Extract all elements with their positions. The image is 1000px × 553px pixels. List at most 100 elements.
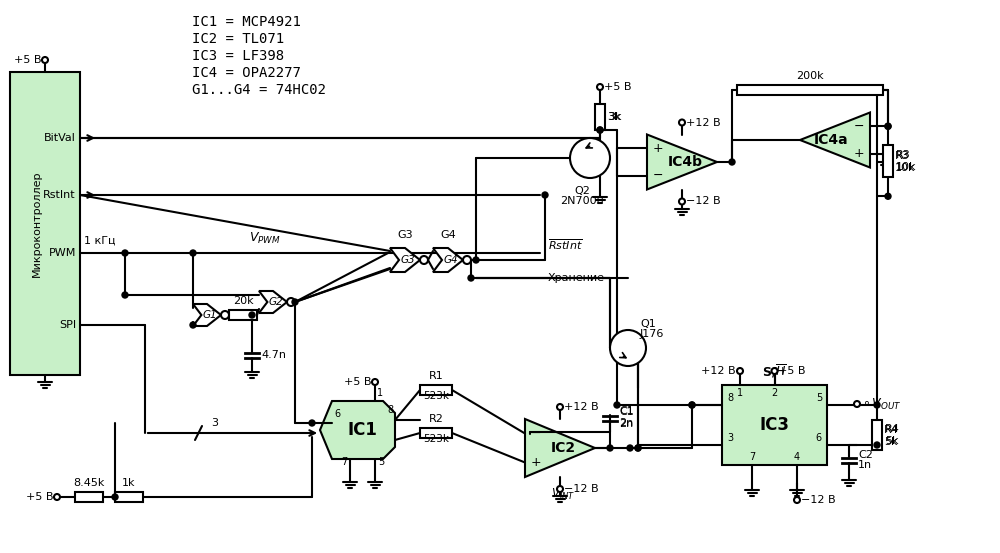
- Text: $\circ\,V_{OUT}$: $\circ\,V_{OUT}$: [862, 397, 902, 411]
- Text: $V_{INT}$: $V_{INT}$: [551, 487, 576, 502]
- Text: +12 В: +12 В: [686, 117, 721, 128]
- Circle shape: [627, 445, 633, 451]
- Text: +: +: [853, 147, 864, 160]
- Bar: [229, 310, 257, 320]
- Circle shape: [309, 420, 315, 426]
- Circle shape: [874, 442, 880, 448]
- Polygon shape: [525, 419, 595, 477]
- Circle shape: [597, 84, 603, 90]
- Text: +: +: [653, 142, 664, 155]
- Text: J176: J176: [640, 329, 664, 339]
- Text: IC2 = TL071: IC2 = TL071: [192, 32, 284, 46]
- Text: Микроконтроллер: Микроконтроллер: [32, 170, 42, 276]
- Text: RstInt: RstInt: [43, 190, 76, 200]
- Bar: [115, 492, 143, 502]
- Circle shape: [372, 379, 378, 385]
- Text: 8.45k: 8.45k: [73, 478, 105, 488]
- Text: +5 В: +5 В: [604, 82, 632, 92]
- Text: R3: R3: [895, 152, 910, 161]
- Text: 2N7000: 2N7000: [560, 196, 604, 206]
- Text: C1: C1: [619, 406, 634, 416]
- Text: IC4b: IC4b: [668, 155, 703, 169]
- Text: IC2: IC2: [551, 441, 576, 455]
- Text: −12 В: −12 В: [564, 484, 599, 494]
- Text: 5: 5: [378, 457, 384, 467]
- Text: R3
10k: R3 10k: [896, 150, 916, 172]
- Text: 4.7n: 4.7n: [261, 350, 286, 360]
- Text: 4: 4: [794, 452, 800, 462]
- Text: G3: G3: [397, 230, 413, 240]
- Text: 3: 3: [212, 418, 218, 428]
- Bar: [420, 428, 452, 438]
- Text: 7: 7: [749, 452, 755, 462]
- Text: 3: 3: [727, 433, 733, 443]
- Circle shape: [635, 445, 641, 451]
- Text: Хранение: Хранение: [548, 273, 605, 283]
- Circle shape: [557, 486, 563, 492]
- Circle shape: [610, 330, 646, 366]
- Circle shape: [772, 368, 778, 374]
- Text: −: −: [531, 427, 542, 440]
- Circle shape: [614, 402, 620, 408]
- Text: 20k: 20k: [233, 296, 253, 306]
- Circle shape: [249, 312, 255, 318]
- Circle shape: [689, 402, 695, 408]
- Text: +: +: [531, 456, 542, 469]
- Circle shape: [679, 119, 685, 126]
- Text: IC3: IC3: [760, 416, 790, 434]
- Circle shape: [420, 256, 428, 264]
- Text: 10k: 10k: [895, 163, 916, 173]
- Text: 3k: 3k: [607, 112, 620, 122]
- Text: IC4 = OPA2277: IC4 = OPA2277: [192, 66, 301, 80]
- Polygon shape: [647, 134, 717, 190]
- Polygon shape: [800, 112, 870, 168]
- Polygon shape: [390, 248, 420, 272]
- Text: IC4a: IC4a: [814, 133, 849, 147]
- Text: 2n: 2n: [619, 418, 633, 428]
- Text: C2: C2: [858, 450, 873, 460]
- Circle shape: [885, 193, 891, 199]
- Circle shape: [794, 497, 800, 503]
- Bar: [595, 104, 605, 130]
- Circle shape: [885, 123, 891, 129]
- Text: 7: 7: [341, 457, 347, 467]
- Text: SPI: SPI: [59, 320, 76, 330]
- Text: 8: 8: [727, 393, 733, 403]
- Text: IC1 = MCP4921: IC1 = MCP4921: [192, 15, 301, 29]
- Text: 5k: 5k: [884, 437, 898, 447]
- Text: G4: G4: [444, 255, 458, 265]
- Text: Q2: Q2: [574, 186, 590, 196]
- Text: −: −: [653, 169, 664, 182]
- Text: +5 В: +5 В: [26, 492, 53, 502]
- Text: $V_{PWM}$: $V_{PWM}$: [249, 231, 281, 246]
- Text: +5 В: +5 В: [344, 377, 371, 387]
- Text: $\overline{RstInt}$: $\overline{RstInt}$: [548, 237, 583, 252]
- Polygon shape: [259, 291, 287, 313]
- Text: −12 В: −12 В: [686, 196, 721, 206]
- Text: 3k: 3k: [608, 112, 622, 122]
- Bar: [883, 145, 893, 178]
- Text: 523k: 523k: [423, 391, 449, 401]
- Polygon shape: [193, 304, 221, 326]
- Circle shape: [542, 192, 548, 198]
- Text: R2: R2: [429, 414, 443, 424]
- Circle shape: [689, 402, 695, 408]
- Text: C1
2n: C1 2n: [619, 407, 634, 429]
- Circle shape: [221, 311, 229, 319]
- Text: 200k: 200k: [796, 71, 824, 81]
- Circle shape: [54, 494, 60, 500]
- Text: G1...G4 = 74HC02: G1...G4 = 74HC02: [192, 83, 326, 97]
- Circle shape: [463, 256, 471, 264]
- Text: 6: 6: [816, 433, 822, 443]
- Text: 523k: 523k: [423, 434, 449, 444]
- Circle shape: [854, 401, 860, 407]
- Circle shape: [473, 257, 479, 263]
- Circle shape: [679, 199, 685, 205]
- Text: +5 В: +5 В: [14, 55, 41, 65]
- Polygon shape: [433, 248, 463, 272]
- Circle shape: [635, 445, 641, 451]
- Text: R4
5k: R4 5k: [885, 424, 900, 446]
- Text: PWM: PWM: [49, 248, 76, 258]
- Circle shape: [729, 159, 735, 165]
- Text: 1n: 1n: [858, 460, 872, 470]
